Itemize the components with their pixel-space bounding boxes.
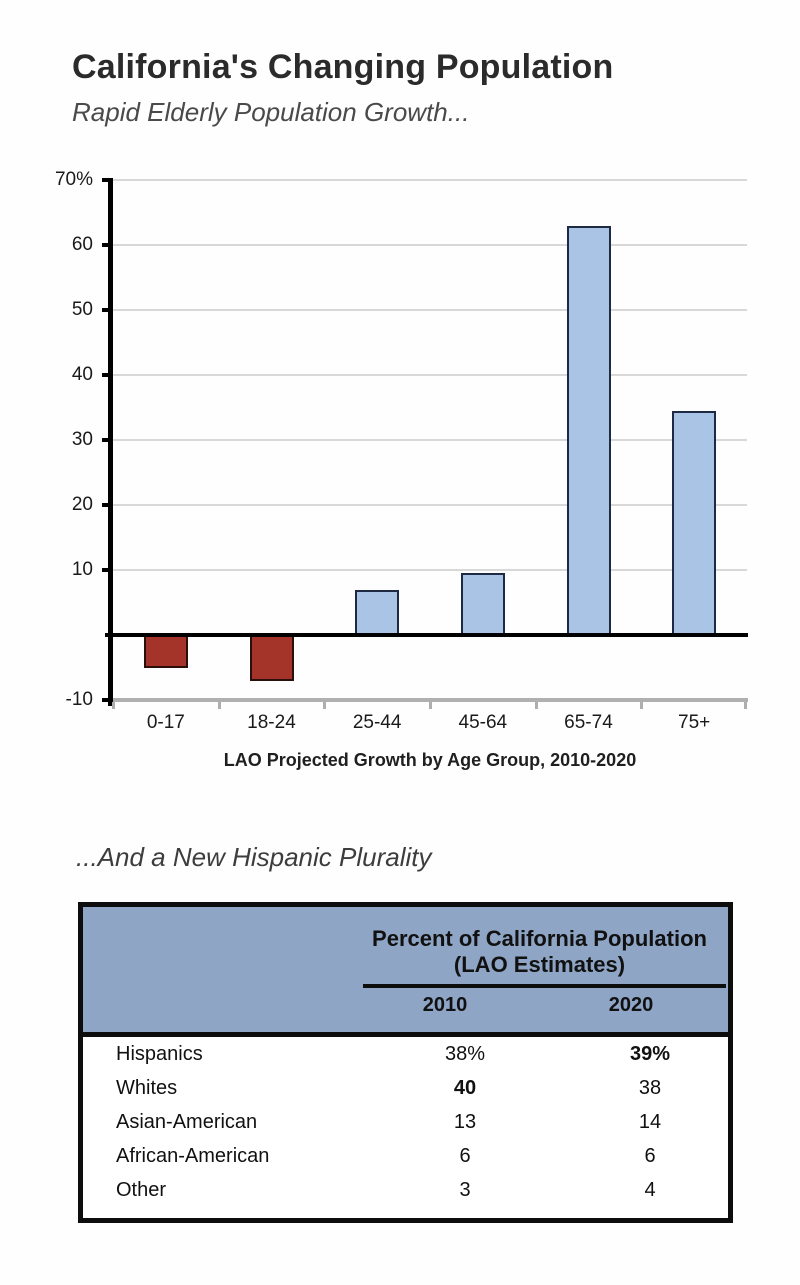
gridline bbox=[113, 439, 747, 441]
y-axis-tick bbox=[102, 438, 110, 442]
growth-bar-chart-plot-area: 70% 60 50 40 30 20 10 -10 0-17 18-24 25-44 45-64 65-… bbox=[55, 169, 748, 733]
table-header-title: Percent of California Population (LAO Es… bbox=[355, 926, 724, 978]
column-header-2020: 2020 bbox=[608, 994, 654, 1016]
page-title: California's Changing Population bbox=[72, 48, 614, 86]
y-axis-tick bbox=[102, 373, 110, 377]
gridline bbox=[113, 504, 747, 506]
gridline bbox=[113, 309, 747, 311]
bar-45-64 bbox=[460, 573, 505, 635]
x-axis-tick bbox=[534, 702, 538, 709]
y-axis-tick bbox=[102, 568, 110, 572]
y-axis-tick-label: 30 bbox=[71, 429, 93, 450]
x-axis-category-label: 45-64 bbox=[458, 712, 508, 733]
y-axis-tick-label: 70% bbox=[54, 169, 93, 190]
row-label: Asian-American bbox=[116, 1111, 258, 1133]
row-label: African-American bbox=[116, 1145, 270, 1167]
cell-2020: 39% bbox=[629, 1043, 671, 1065]
population-table: Percent of California Population (LAO Es… bbox=[78, 902, 733, 1223]
table-row: Hispanics 38% 39% bbox=[83, 1037, 728, 1071]
cell-2010: 6 bbox=[459, 1145, 471, 1167]
x-axis-tick bbox=[323, 702, 327, 709]
x-axis-caption: LAO Projected Growth by Age Group, 2010-… bbox=[223, 750, 637, 770]
y-axis-tick-label: -10 bbox=[65, 689, 93, 710]
x-axis-line bbox=[105, 698, 748, 702]
table-header-title-line1: Percent of California Population bbox=[372, 926, 707, 951]
table-body: Hispanics 38% 39% Whites 40 38 Asian-Ame… bbox=[83, 1037, 728, 1207]
table-row: Other 3 4 bbox=[83, 1173, 728, 1207]
x-axis-tick bbox=[217, 702, 221, 709]
cell-2020: 38 bbox=[638, 1077, 662, 1099]
bar-25-44 bbox=[355, 589, 400, 635]
gridline bbox=[113, 374, 747, 376]
x-axis-tick bbox=[112, 702, 115, 709]
x-axis-category-label: 75+ bbox=[678, 712, 711, 733]
chart-subtitle: Rapid Elderly Population Growth... bbox=[72, 97, 470, 127]
table-row: Whites 40 38 bbox=[83, 1071, 728, 1105]
x-axis-tick bbox=[640, 702, 644, 709]
cell-2020: 6 bbox=[644, 1145, 656, 1167]
row-label: Other bbox=[116, 1179, 167, 1201]
x-axis-category-label: 0-17 bbox=[146, 712, 185, 733]
column-header-2010: 2010 bbox=[422, 994, 468, 1016]
table-row: Asian-American 13 14 bbox=[83, 1105, 728, 1139]
bar-75+ bbox=[672, 410, 717, 635]
y-axis-tick bbox=[102, 308, 110, 312]
cell-2010: 3 bbox=[459, 1179, 471, 1201]
gridline bbox=[113, 569, 747, 571]
cell-2020: 14 bbox=[638, 1111, 662, 1133]
bar-18-24 bbox=[249, 635, 294, 681]
bar-65-74 bbox=[566, 225, 611, 635]
bar-0-17 bbox=[143, 635, 188, 668]
y-axis-tick-label: 50 bbox=[71, 299, 93, 320]
table-section-heading: ...And a New Hispanic Plurality bbox=[76, 842, 432, 872]
y-axis-tick bbox=[102, 178, 110, 182]
x-axis-category-label: 65-74 bbox=[564, 712, 613, 733]
x-axis-tick bbox=[429, 702, 432, 709]
y-axis-tick-label: 10 bbox=[71, 559, 93, 580]
x-axis-category-label: 18-24 bbox=[247, 712, 296, 733]
gridline bbox=[113, 244, 747, 246]
y-axis-tick bbox=[102, 698, 110, 702]
y-axis-tick-label: 60 bbox=[71, 234, 93, 255]
cell-2020: 4 bbox=[644, 1179, 656, 1201]
y-axis-line bbox=[108, 178, 113, 706]
table-header: Percent of California Population (LAO Es… bbox=[83, 907, 728, 1037]
x-axis-category-label: 25-44 bbox=[352, 712, 402, 733]
row-label: Whites bbox=[116, 1077, 178, 1099]
table-header-title-line2: (LAO Estimates) bbox=[453, 952, 626, 977]
y-axis-tick-label: 40 bbox=[71, 364, 93, 385]
cell-2010: 13 bbox=[453, 1111, 477, 1133]
gridline bbox=[113, 179, 747, 181]
table-header-underline bbox=[363, 984, 726, 988]
cell-2010: 40 bbox=[453, 1077, 477, 1099]
y-axis-tick bbox=[102, 503, 110, 507]
x-axis-tick bbox=[744, 702, 747, 709]
cell-2010: 38% bbox=[444, 1043, 486, 1065]
y-axis-tick-label: 20 bbox=[71, 494, 93, 515]
table-row: African-American 6 6 bbox=[83, 1139, 728, 1173]
row-label: Hispanics bbox=[116, 1043, 203, 1065]
zero-baseline bbox=[105, 633, 748, 637]
y-axis-tick bbox=[102, 243, 110, 247]
